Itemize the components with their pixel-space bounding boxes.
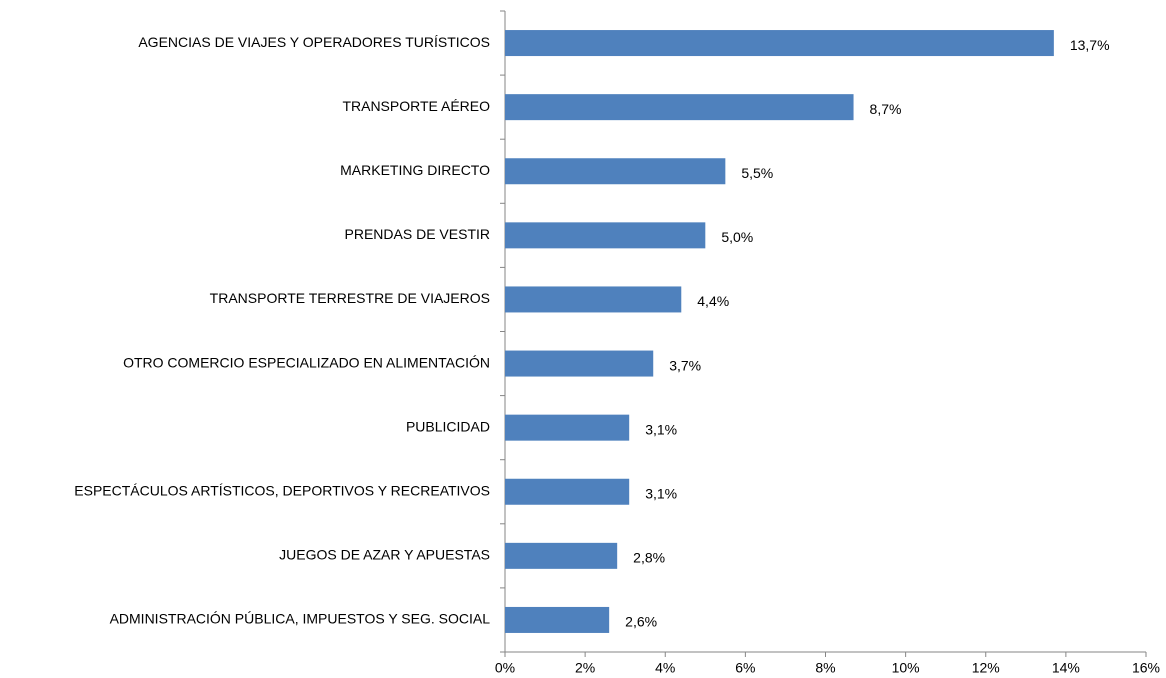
y-tick-label: PRENDAS DE VESTIR	[345, 226, 490, 242]
x-tick-label: 4%	[655, 660, 675, 676]
data-label: 2,8%	[633, 550, 665, 566]
y-tick-label: MARKETING DIRECTO	[340, 162, 490, 178]
bar	[505, 286, 682, 313]
y-tick-label: JUEGOS DE AZAR Y APUESTAS	[279, 547, 490, 563]
data-label: 13,7%	[1070, 37, 1110, 53]
x-tick-label: 16%	[1132, 660, 1160, 676]
x-tick-label: 8%	[815, 660, 835, 676]
y-tick-label: ADMINISTRACIÓN PÚBLICA, IMPUESTOS Y SEG.…	[110, 611, 491, 627]
data-label: 2,6%	[625, 614, 657, 630]
x-tick-label: 12%	[972, 660, 1000, 676]
x-tick-label: 10%	[892, 660, 920, 676]
x-tick-label: 0%	[495, 660, 515, 676]
bar	[505, 30, 1054, 57]
y-tick-label: ESPECTÁCULOS ARTÍSTICOS, DEPORTIVOS Y RE…	[74, 482, 490, 498]
bar	[505, 222, 706, 249]
data-label: 5,5%	[741, 165, 773, 181]
y-tick-label: PUBLICIDAD	[406, 418, 490, 434]
bar	[505, 414, 630, 441]
x-tick-label: 2%	[575, 660, 595, 676]
y-tick-label: TRANSPORTE TERRESTRE DE VIAJEROS	[210, 290, 490, 306]
y-tick-label: AGENCIAS DE VIAJES Y OPERADORES TURÍSTIC…	[138, 34, 490, 50]
y-tick-label: TRANSPORTE AÉREO	[342, 98, 490, 114]
bar	[505, 542, 618, 569]
x-tick-label: 14%	[1052, 660, 1080, 676]
bar	[505, 158, 726, 185]
data-label: 4,4%	[697, 293, 729, 309]
bar	[505, 350, 654, 377]
bar	[505, 606, 610, 633]
data-label: 3,1%	[645, 421, 677, 437]
data-label: 5,0%	[721, 229, 753, 245]
data-label: 3,1%	[645, 485, 677, 501]
bar	[505, 478, 630, 505]
data-label: 3,7%	[669, 357, 701, 373]
y-tick-label: OTRO COMERCIO ESPECIALIZADO EN ALIMENTAC…	[123, 354, 490, 370]
bar	[505, 94, 854, 121]
data-label: 8,7%	[870, 101, 902, 117]
x-tick-label: 6%	[735, 660, 755, 676]
